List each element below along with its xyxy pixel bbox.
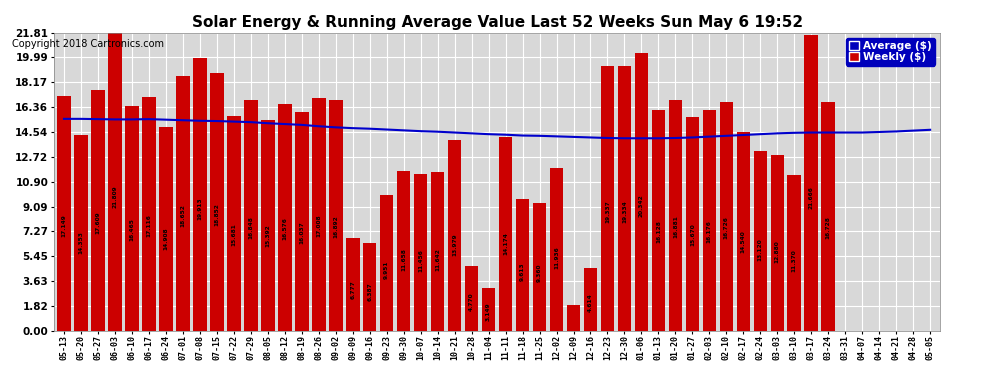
Text: 9.613: 9.613 (520, 262, 525, 281)
Bar (295, 111, 309, 331)
Text: 15.392: 15.392 (265, 225, 270, 248)
Bar (91, 90, 105, 331)
Text: 18.852: 18.852 (215, 203, 220, 226)
Bar (618, 66, 632, 331)
Bar (753, 152, 767, 331)
Text: 17.116: 17.116 (147, 214, 151, 237)
Bar (329, 100, 343, 331)
Bar (125, 106, 139, 331)
Bar (601, 66, 614, 331)
Title: Solar Energy & Running Average Value Last 52 Weeks Sun May 6 19:52: Solar Energy & Running Average Value Las… (191, 15, 803, 30)
Text: 12.880: 12.880 (775, 240, 780, 263)
Bar (770, 154, 784, 331)
Bar (210, 73, 224, 331)
Text: 16.848: 16.848 (248, 216, 253, 238)
Bar (482, 288, 495, 331)
Bar (261, 120, 274, 331)
Bar (703, 110, 716, 331)
Bar (668, 100, 682, 331)
Bar (159, 127, 172, 331)
Text: 11.936: 11.936 (554, 246, 559, 269)
Text: 16.576: 16.576 (282, 217, 287, 240)
Text: 11.642: 11.642 (436, 248, 441, 271)
Text: 21.666: 21.666 (809, 186, 814, 209)
Text: 4.614: 4.614 (588, 293, 593, 312)
Bar (312, 98, 326, 331)
Text: 16.176: 16.176 (707, 220, 712, 243)
Bar (193, 58, 207, 331)
Bar (651, 110, 665, 331)
Legend: Average ($), Weekly ($): Average ($), Weekly ($) (845, 38, 936, 66)
Bar (516, 200, 530, 331)
Bar (720, 102, 734, 331)
Bar (244, 100, 257, 331)
Text: 14.353: 14.353 (78, 231, 83, 254)
Text: 14.540: 14.540 (741, 230, 745, 253)
Text: 14.908: 14.908 (163, 228, 168, 251)
Text: 11.370: 11.370 (792, 249, 797, 272)
Text: 13.120: 13.120 (757, 239, 763, 261)
Text: 20.342: 20.342 (639, 194, 644, 217)
Bar (447, 140, 461, 331)
Text: 13.979: 13.979 (452, 234, 457, 256)
Bar (74, 135, 88, 331)
Text: 3.149: 3.149 (486, 302, 491, 321)
Text: 19.334: 19.334 (622, 201, 627, 223)
Bar (176, 76, 190, 331)
Text: 15.681: 15.681 (232, 223, 237, 246)
Bar (805, 34, 818, 331)
Text: 16.037: 16.037 (299, 221, 304, 243)
Text: 19.913: 19.913 (197, 197, 202, 220)
Text: 16.881: 16.881 (673, 216, 678, 238)
Text: 16.726: 16.726 (724, 216, 729, 239)
Bar (431, 172, 445, 331)
Text: 6.777: 6.777 (350, 280, 355, 298)
Bar (566, 305, 580, 331)
Bar (278, 104, 292, 331)
Bar (549, 168, 563, 331)
Bar (57, 96, 71, 331)
Bar (465, 266, 478, 331)
Bar (397, 171, 411, 331)
Bar (787, 176, 801, 331)
Bar (737, 132, 750, 331)
Text: 14.174: 14.174 (503, 232, 508, 255)
Bar (108, 33, 122, 331)
Text: 16.465: 16.465 (130, 218, 135, 241)
Bar (346, 238, 359, 331)
Text: Copyright 2018 Cartronics.com: Copyright 2018 Cartronics.com (12, 39, 164, 49)
Text: 9.951: 9.951 (384, 260, 389, 279)
Bar (584, 268, 597, 331)
Text: 16.128: 16.128 (656, 220, 661, 243)
Text: 17.008: 17.008 (316, 215, 321, 237)
Text: 16.728: 16.728 (826, 216, 831, 239)
Bar (414, 174, 428, 331)
Text: 9.360: 9.360 (537, 264, 543, 282)
Bar (686, 117, 699, 331)
Bar (533, 203, 546, 331)
Bar (227, 116, 241, 331)
Bar (363, 243, 376, 331)
Bar (822, 102, 835, 331)
Text: 19.337: 19.337 (605, 201, 610, 223)
Text: 18.652: 18.652 (180, 205, 185, 228)
Text: 17.609: 17.609 (95, 211, 100, 234)
Text: 21.809: 21.809 (113, 185, 118, 208)
Bar (143, 97, 155, 331)
Text: 15.670: 15.670 (690, 223, 695, 246)
Bar (380, 195, 393, 331)
Text: 4.770: 4.770 (469, 292, 474, 311)
Bar (499, 137, 513, 331)
Text: 11.456: 11.456 (418, 249, 423, 272)
Text: 6.387: 6.387 (367, 282, 372, 301)
Bar (635, 53, 648, 331)
Text: 17.149: 17.149 (61, 214, 66, 237)
Text: 16.892: 16.892 (334, 216, 339, 238)
Text: 11.658: 11.658 (401, 248, 406, 270)
